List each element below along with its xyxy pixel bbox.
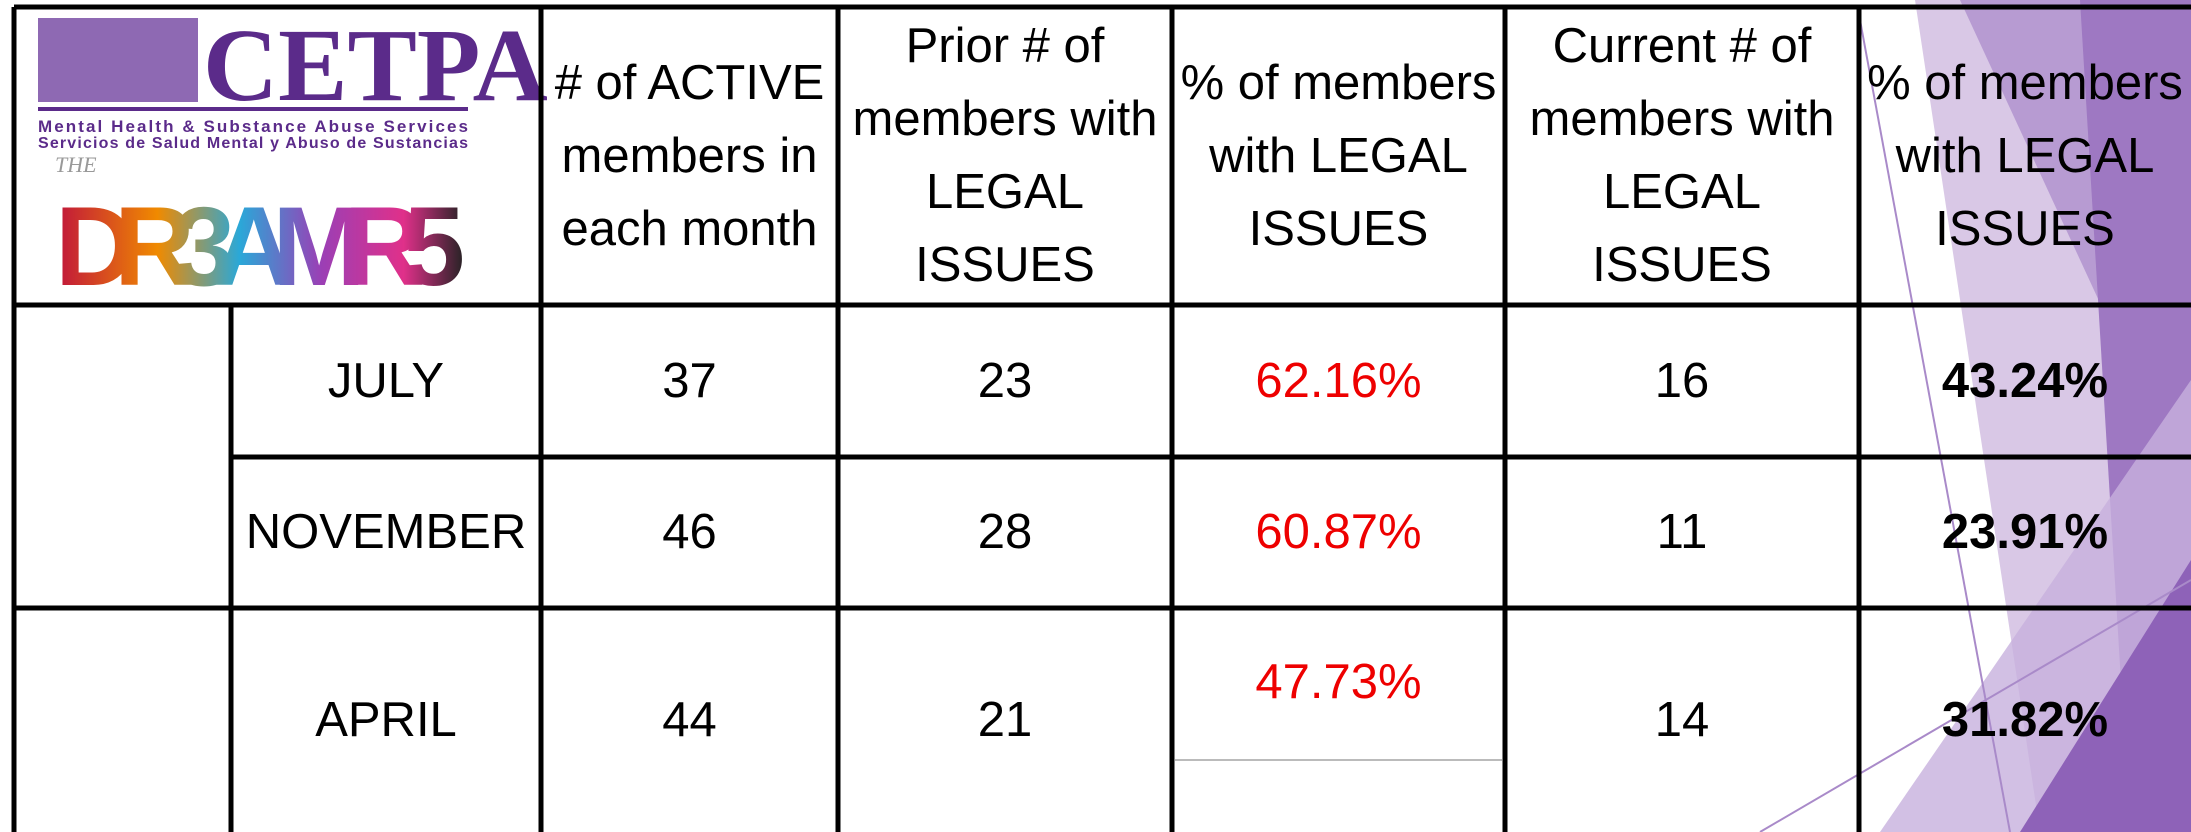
logo-the: THE	[55, 152, 97, 177]
logo: CETPA Mental Health & Substance Abuse Se…	[38, 8, 548, 309]
logo-dreamers: DR3AMR5	[55, 184, 465, 309]
table-cell: 31.82%	[1941, 692, 2109, 747]
table-cell: 60.87%	[1255, 505, 1422, 559]
table-cell: 23.91%	[1941, 505, 2109, 559]
column-header: Current # of members with LEGAL ISSUES	[1529, 19, 1835, 292]
column-header: # of ACTIVE members in each month	[554, 55, 825, 256]
table-cell: 11	[1656, 505, 1708, 559]
column-header: Prior # of members with LEGAL ISSUES	[852, 19, 1158, 292]
table-cell: 16	[1654, 353, 1710, 408]
logo-name: CETPA	[203, 8, 548, 123]
logo-figures	[38, 18, 198, 102]
table-cell: 46	[662, 505, 717, 559]
table-cell: 14	[1654, 692, 1710, 747]
table-cell: 28	[977, 505, 1033, 559]
logo-tagline: Servicios de Salud Mental y Abuso de Sus…	[38, 135, 468, 152]
table-cell: 21	[977, 692, 1033, 747]
table-cell: 23	[977, 353, 1033, 408]
logo-tagline: Mental Health & Substance Abuse Services	[38, 117, 468, 136]
table-cell: 44	[662, 692, 717, 747]
row-label: JULY	[327, 353, 445, 408]
table-cell: 43.24%	[1941, 353, 2109, 408]
row-label: NOVEMBER	[245, 505, 527, 559]
column-header: % of members with LEGAL ISSUES	[1180, 55, 1497, 256]
table-cell: 47.73%	[1255, 655, 1422, 709]
table-cell: 62.16%	[1255, 353, 1422, 408]
table-cell: 37	[662, 353, 717, 408]
row-label: APRIL	[315, 692, 457, 747]
column-header: % of members with LEGAL ISSUES	[1867, 55, 2183, 256]
